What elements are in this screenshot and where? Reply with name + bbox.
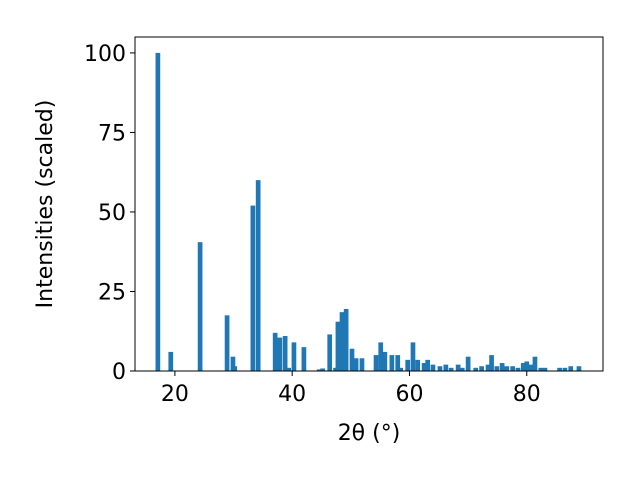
- bar: [286, 367, 291, 371]
- y-tick-label: 25: [98, 280, 126, 305]
- y-tick-label: 100: [84, 42, 126, 67]
- bar: [359, 358, 365, 371]
- y-tick-label: 0: [112, 360, 126, 385]
- bar: [316, 369, 322, 371]
- bar: [232, 366, 238, 371]
- bar: [255, 180, 261, 371]
- bar: [389, 355, 395, 371]
- x-tick-label: 60: [395, 382, 423, 407]
- x-tick-label: 80: [513, 382, 541, 407]
- bar: [459, 367, 465, 371]
- y-tick-label: 50: [98, 201, 126, 226]
- bar: [277, 337, 283, 371]
- bar: [168, 351, 174, 371]
- axes-frame: [134, 36, 604, 372]
- bar: [353, 358, 359, 371]
- bar: [333, 367, 338, 371]
- bar: [272, 332, 278, 371]
- bar: [520, 363, 526, 371]
- bar: [230, 356, 236, 371]
- bar: [343, 308, 349, 371]
- bar: [485, 364, 491, 371]
- bar: [378, 342, 384, 371]
- bar: [465, 356, 471, 371]
- bar: [410, 342, 416, 371]
- bar: [499, 363, 505, 371]
- y-axis-label: Intensities (scaled): [33, 100, 58, 309]
- x-tick-label: 40: [278, 382, 306, 407]
- bar: [197, 242, 203, 371]
- bar: [395, 355, 401, 371]
- bar: [524, 361, 530, 371]
- bar: [437, 366, 443, 371]
- bar: [557, 367, 562, 371]
- bar: [320, 368, 326, 371]
- bar: [382, 351, 388, 371]
- bar: [421, 363, 427, 371]
- bar: [576, 366, 582, 371]
- bar: [473, 367, 479, 371]
- bar: [542, 367, 548, 371]
- bar: [425, 359, 430, 371]
- bar: [443, 364, 449, 371]
- bar: [515, 367, 521, 371]
- bar: [373, 355, 379, 371]
- bar: [405, 359, 411, 371]
- bar: [282, 336, 288, 371]
- bar: [250, 205, 256, 371]
- bar: [494, 366, 500, 371]
- bar: [398, 367, 404, 371]
- bar: [489, 355, 494, 371]
- bar: [291, 342, 297, 371]
- bar: [562, 367, 568, 371]
- bar: [349, 348, 355, 371]
- bar: [479, 366, 484, 371]
- bar: [155, 52, 161, 372]
- bar: [455, 364, 461, 371]
- bar: [504, 366, 510, 371]
- y-tick-label: 75: [98, 121, 126, 146]
- x-axis-label: 2θ (°): [338, 421, 401, 446]
- bar: [528, 364, 534, 371]
- bar: [568, 366, 574, 371]
- bar: [510, 366, 516, 371]
- bar: [538, 367, 544, 371]
- bar: [224, 315, 230, 371]
- bar: [430, 364, 436, 371]
- x-tick-label: 20: [161, 382, 189, 407]
- bar: [448, 367, 454, 371]
- bar: [327, 334, 333, 371]
- bar: [301, 347, 307, 371]
- bar: [415, 359, 421, 371]
- bar: [335, 321, 341, 371]
- bar: [339, 312, 345, 371]
- bar: [532, 356, 538, 371]
